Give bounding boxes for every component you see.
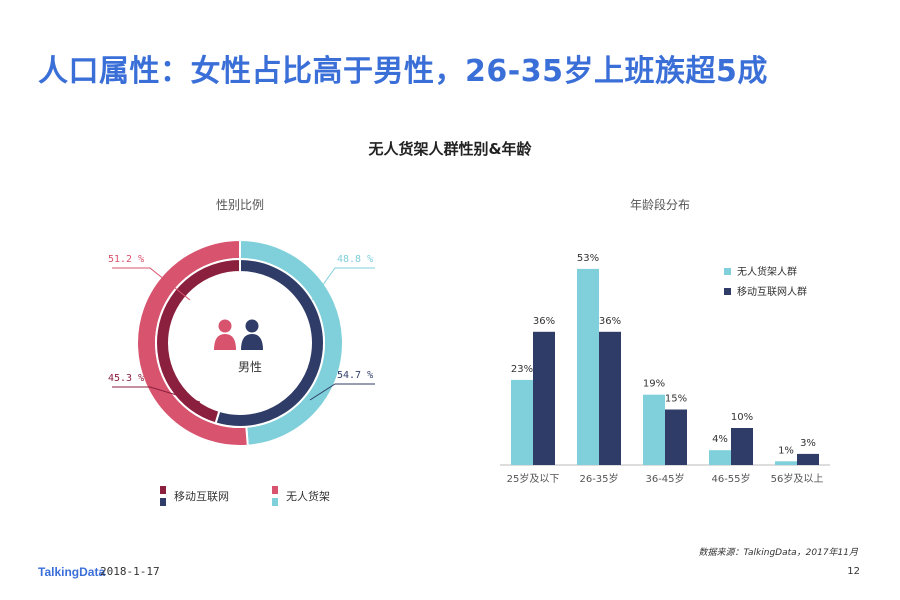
legend-unmanned-swatch-male [272,498,278,506]
bar-mobile-0 [533,331,555,465]
bar-value-label: 36% [599,316,621,327]
bar-category-label: 26-35岁 [579,472,618,485]
inner-male-label-leader [309,383,375,401]
data-source: 数据来源：TalkingData，2017年11月 [698,548,858,558]
bar-unmanned-1 [577,268,599,465]
bar-unmanned-0 [511,379,533,465]
bar-value-label: 10% [731,412,753,423]
inner-ring-female-slice [155,257,241,425]
gender-panel-title: 性别比例 [215,198,264,212]
bar-legend-label-1: 移动互联网人群 [737,285,807,298]
bar-category-label: 46-55岁 [711,472,750,485]
outer-female-label-leader [112,267,191,301]
legend-unmanned-label: 无人货架 [286,489,330,503]
page-number: 12 [847,566,860,577]
bar-value-label: 53% [577,253,599,264]
age-panel-title: 年龄段分布 [629,198,690,212]
donut-hole [170,273,310,413]
outer-female-label: 51.2 % [108,254,144,265]
bar-mobile-1 [599,331,621,465]
inner-male-label: 54.7 % [337,370,373,381]
legend-mobile-swatch-male [160,498,166,506]
bar-category-label: 36-45岁 [645,472,684,485]
bar-mobile-4 [797,453,819,465]
bar-value-label: 36% [533,316,555,327]
bar-legend-swatch-0 [724,268,731,275]
chart-title: 无人货架人群性别&年龄 [368,140,532,158]
male-person-icon-head [245,319,259,333]
bar-unmanned-4 [775,461,797,465]
footer-date: 2018-1-17 [100,565,160,578]
inner-female-label: 45.3 % [108,373,144,384]
bar-value-label: 19% [643,379,665,390]
page-title: 人口属性：女性占比高于男性，26-35岁上班族超5成 [38,54,768,89]
bar-value-label: 23% [511,364,533,375]
outer-male-label-leader [311,267,375,301]
talkingdata-logo: TalkingData [38,565,106,579]
legend-unmanned-swatch-female [272,486,278,494]
bar-value-label: 15% [665,394,687,405]
center-label: 男性 [238,360,262,374]
bar-value-label: 3% [800,438,816,449]
female-person-icon-body [214,334,236,350]
inner-female-label-leader [112,386,201,403]
bar-legend-label-0: 无人货架人群 [737,265,797,278]
male-person-icon-body [241,334,263,350]
outer-male-label: 48.8 % [337,254,373,265]
bar-category-label: 25岁及以下 [507,472,560,485]
bar-unmanned-2 [643,394,665,465]
bar-mobile-3 [731,428,753,465]
bar-category-label: 56岁及以上 [771,472,824,485]
bar-unmanned-3 [709,450,731,465]
bar-mobile-2 [665,409,687,465]
legend-mobile-label: 移动互联网 [174,490,229,503]
bar-value-label: 4% [712,434,728,445]
legend-mobile-swatch-female [160,486,166,494]
female-person-icon-head [218,319,232,333]
bar-legend-swatch-1 [724,288,731,295]
bar-value-label: 1% [778,445,794,456]
